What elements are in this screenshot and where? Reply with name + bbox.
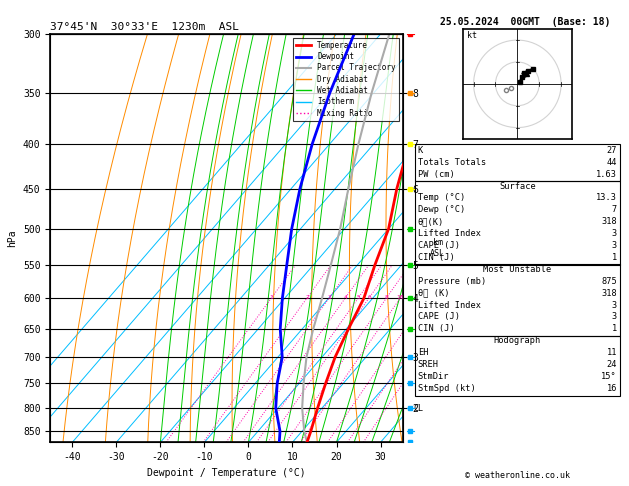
Text: Lifted Index: Lifted Index (418, 229, 481, 238)
Text: Temp (°C): Temp (°C) (418, 193, 465, 203)
Text: 3: 3 (327, 295, 331, 300)
Text: Most Unstable: Most Unstable (483, 265, 552, 274)
Text: Surface: Surface (499, 181, 536, 191)
Text: 5: 5 (357, 295, 360, 300)
Text: 11: 11 (606, 348, 617, 357)
Text: 875: 875 (601, 277, 617, 286)
Text: CIN (J): CIN (J) (418, 253, 454, 262)
Text: 1.63: 1.63 (596, 170, 617, 179)
Text: Dewp (°C): Dewp (°C) (418, 205, 465, 214)
Text: 3: 3 (612, 312, 617, 322)
Text: Hodograph: Hodograph (494, 336, 541, 346)
Text: 37°45'N  30°33'E  1230m  ASL: 37°45'N 30°33'E 1230m ASL (50, 22, 239, 32)
Text: CL: CL (414, 403, 424, 413)
Text: kt: kt (467, 31, 477, 40)
Text: 1: 1 (612, 253, 617, 262)
Text: 44: 44 (606, 158, 617, 167)
Y-axis label: hPa: hPa (8, 229, 18, 247)
Text: 318: 318 (601, 289, 617, 298)
Text: 3: 3 (612, 300, 617, 310)
Text: 7: 7 (612, 205, 617, 214)
Text: 13.3: 13.3 (596, 193, 617, 203)
Legend: Temperature, Dewpoint, Parcel Trajectory, Dry Adiabat, Wet Adiabat, Isotherm, Mi: Temperature, Dewpoint, Parcel Trajectory… (292, 38, 399, 121)
Text: Totals Totals: Totals Totals (418, 158, 486, 167)
Text: 1: 1 (612, 325, 617, 333)
Text: θᴇ (K): θᴇ (K) (418, 289, 449, 298)
Text: 3: 3 (612, 241, 617, 250)
Text: 4: 4 (343, 295, 347, 300)
Text: StmSpd (kt): StmSpd (kt) (418, 384, 476, 393)
Text: CAPE (J): CAPE (J) (418, 241, 460, 250)
X-axis label: Dewpoint / Temperature (°C): Dewpoint / Temperature (°C) (147, 468, 306, 478)
Text: 3: 3 (612, 229, 617, 238)
Text: StmDir: StmDir (418, 372, 449, 381)
Text: © weatheronline.co.uk: © weatheronline.co.uk (465, 471, 569, 480)
Text: 16: 16 (606, 384, 617, 393)
Text: 25.05.2024  00GMT  (Base: 18): 25.05.2024 00GMT (Base: 18) (440, 17, 610, 27)
Text: Lifted Index: Lifted Index (418, 300, 481, 310)
Text: 2: 2 (305, 295, 309, 300)
Text: 8: 8 (384, 295, 388, 300)
Text: EH: EH (418, 348, 428, 357)
Text: CIN (J): CIN (J) (418, 325, 454, 333)
Y-axis label: km
ASL: km ASL (430, 238, 445, 258)
Text: 15°: 15° (601, 372, 617, 381)
Text: PW (cm): PW (cm) (418, 170, 454, 179)
Text: 24: 24 (606, 360, 617, 369)
Text: SREH: SREH (418, 360, 438, 369)
Text: CAPE (J): CAPE (J) (418, 312, 460, 322)
Text: 318: 318 (601, 217, 617, 226)
Text: Pressure (mb): Pressure (mb) (418, 277, 486, 286)
Text: 1: 1 (269, 295, 273, 300)
Text: θᴀ(K): θᴀ(K) (418, 217, 444, 226)
Text: 27: 27 (606, 146, 617, 155)
Text: 10: 10 (396, 295, 404, 300)
Text: K: K (418, 146, 423, 155)
Text: 6: 6 (367, 295, 371, 300)
